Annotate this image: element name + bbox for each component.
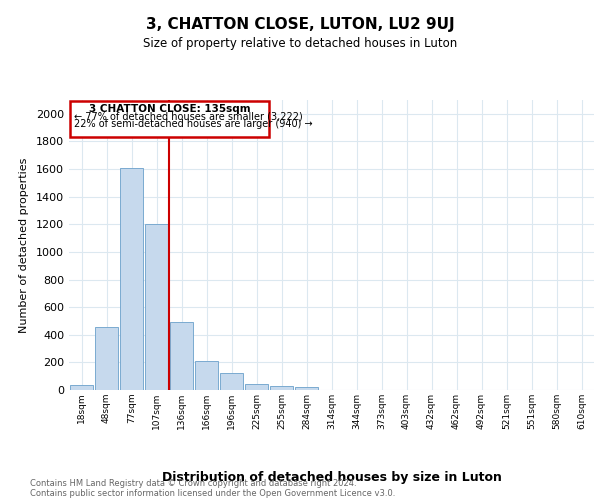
Text: 3 CHATTON CLOSE: 135sqm: 3 CHATTON CLOSE: 135sqm bbox=[89, 104, 250, 114]
FancyBboxPatch shape bbox=[70, 102, 269, 138]
Bar bbox=[145, 224, 168, 390]
Text: ← 77% of detached houses are smaller (3,222): ← 77% of detached houses are smaller (3,… bbox=[74, 112, 303, 122]
Text: Contains HM Land Registry data © Crown copyright and database right 2024.: Contains HM Land Registry data © Crown c… bbox=[30, 478, 356, 488]
Bar bbox=[195, 361, 218, 390]
Text: Size of property relative to detached houses in Luton: Size of property relative to detached ho… bbox=[143, 38, 457, 51]
Text: Contains public sector information licensed under the Open Government Licence v3: Contains public sector information licen… bbox=[30, 488, 395, 498]
Text: 3, CHATTON CLOSE, LUTON, LU2 9UJ: 3, CHATTON CLOSE, LUTON, LU2 9UJ bbox=[146, 18, 454, 32]
Bar bbox=[270, 386, 293, 390]
Text: 22% of semi-detached houses are larger (940) →: 22% of semi-detached houses are larger (… bbox=[74, 119, 313, 129]
Bar bbox=[170, 322, 193, 390]
Bar bbox=[95, 327, 118, 390]
X-axis label: Distribution of detached houses by size in Luton: Distribution of detached houses by size … bbox=[161, 471, 502, 484]
Bar bbox=[70, 385, 93, 390]
Bar bbox=[120, 168, 143, 390]
Bar bbox=[295, 387, 318, 390]
Bar bbox=[245, 384, 268, 390]
Bar bbox=[220, 374, 243, 390]
Y-axis label: Number of detached properties: Number of detached properties bbox=[19, 158, 29, 332]
